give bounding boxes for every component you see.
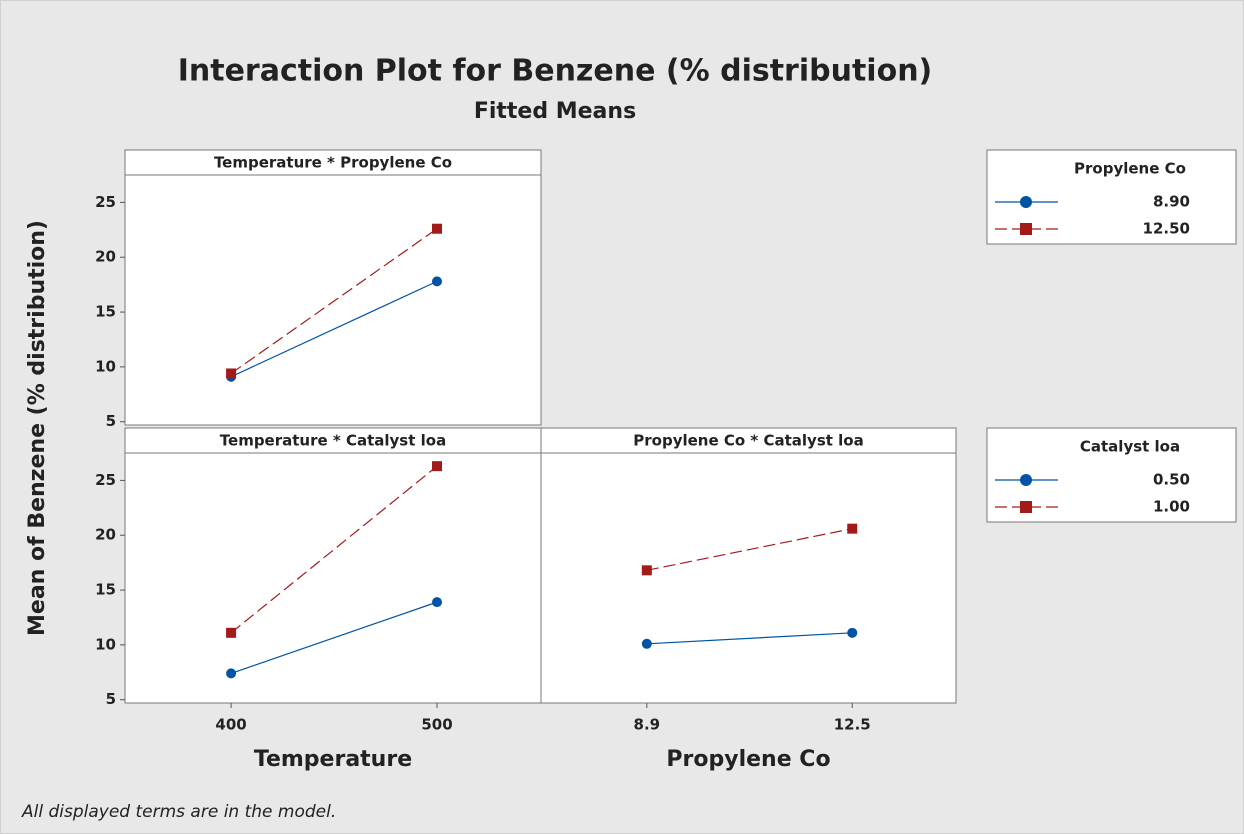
panel [124, 427, 542, 704]
panel [124, 149, 542, 426]
series-line [230, 228, 438, 374]
footnote: All displayed terms are in the model. [21, 802, 336, 822]
legend-label: 8.90 [1153, 193, 1190, 211]
legend-marker [1020, 196, 1032, 208]
marker [226, 668, 237, 679]
marker [432, 276, 442, 287]
y-tick-label: 25 [95, 193, 116, 211]
marker [641, 638, 652, 649]
marker [432, 461, 442, 472]
legend-label: 12.50 [1143, 220, 1190, 238]
legend-marker [1020, 474, 1032, 486]
x-tick-label: 8.9 [634, 716, 661, 734]
y-tick-label: 10 [95, 635, 116, 653]
marker [432, 223, 442, 234]
marker [641, 565, 652, 576]
marker [432, 597, 442, 608]
legend-title: Catalyst loa [1080, 438, 1180, 456]
marker [226, 627, 237, 638]
marker [847, 627, 858, 638]
panel-title: Propylene Co * Catalyst loa [633, 432, 863, 450]
x-axis-label: Temperature [254, 747, 412, 772]
panel-title: Temperature * Propylene Co [214, 154, 452, 172]
y-tick-label: 25 [95, 471, 116, 489]
y-axis-label: Mean of Benzene (% distribution) [25, 220, 50, 636]
series-line [230, 465, 438, 634]
chart-subtitle: Fitted Means [474, 99, 636, 124]
legend-label: 0.50 [1153, 471, 1190, 489]
marker [847, 523, 858, 534]
chart-title: Interaction Plot for Benzene (% distribu… [178, 54, 933, 89]
x-tick-label: 400 [215, 716, 246, 734]
series-line [646, 632, 853, 645]
panel-title: Temperature * Catalyst loa [220, 432, 446, 450]
legend-marker [1020, 501, 1032, 513]
panel [540, 427, 957, 704]
y-tick-label: 5 [106, 690, 116, 708]
x-axis-label: Propylene Co [666, 747, 830, 772]
y-tick-label: 15 [95, 303, 116, 321]
y-tick-label: 5 [106, 412, 116, 430]
series-line [230, 601, 438, 674]
legend-label: 1.00 [1153, 498, 1190, 516]
legend-marker [1020, 223, 1032, 235]
marker [226, 368, 237, 379]
series-line [646, 528, 853, 571]
x-tick-label: 500 [421, 716, 452, 734]
y-tick-label: 20 [95, 248, 116, 266]
series-line [230, 280, 438, 378]
y-tick-label: 10 [95, 357, 116, 375]
legend-title: Propylene Co [1074, 160, 1186, 178]
y-tick-label: 20 [95, 526, 116, 544]
y-tick-label: 15 [95, 581, 116, 599]
x-tick-label: 12.5 [834, 716, 871, 734]
